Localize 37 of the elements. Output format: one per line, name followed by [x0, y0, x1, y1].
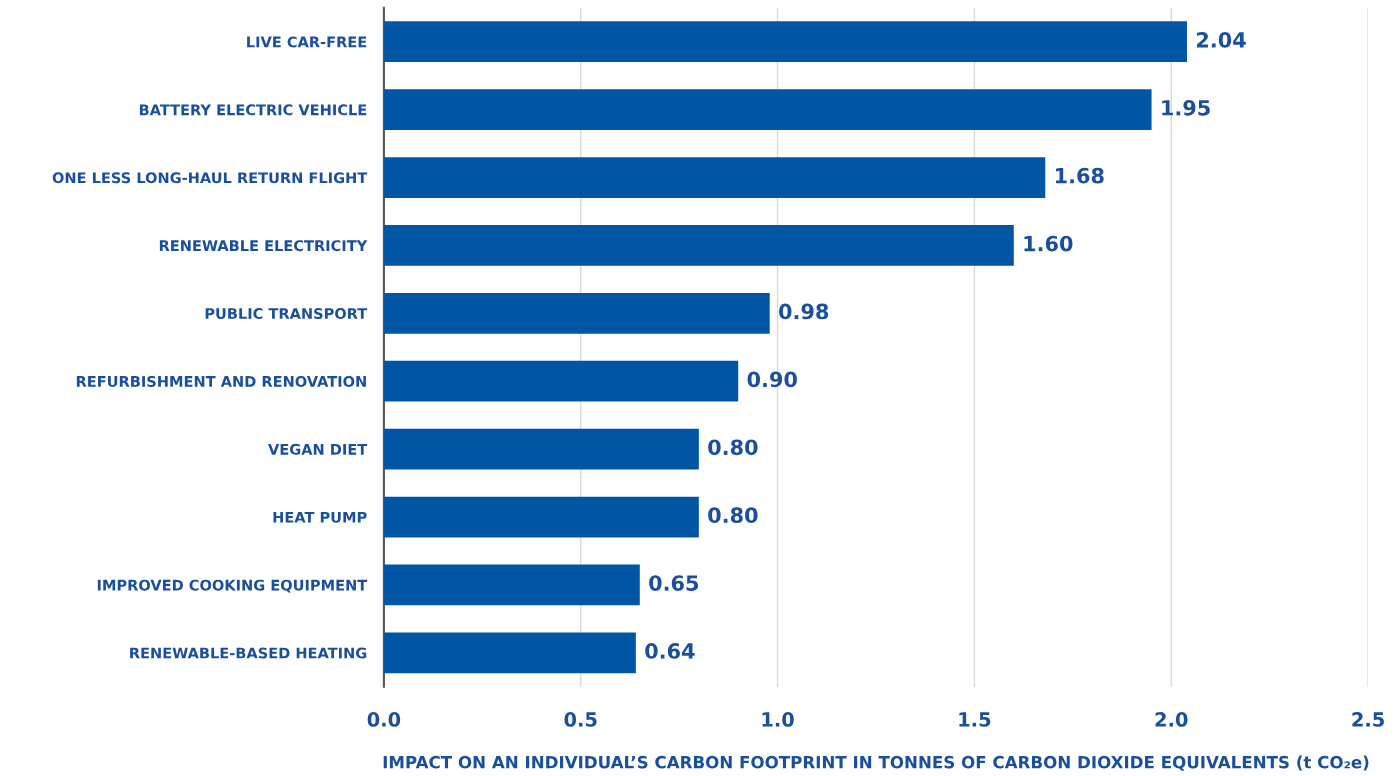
x-tick-label: 1.5: [959, 712, 991, 727]
data-label: 1.95: [1162, 99, 1210, 116]
bar: [383, 360, 739, 402]
y-tick-label: REFURBISHMENT AND RENOVATION: [76, 375, 366, 387]
data-label: 0.65: [649, 575, 699, 591]
data-label: 0.80: [708, 507, 758, 524]
x-tick-label: 1.0: [762, 712, 794, 727]
y-tick-label: ONE LESS LONG-HAUL RETURN FLIGHT: [52, 172, 368, 184]
x-tick-label: 2.5: [1352, 712, 1384, 727]
data-label: 0.80: [708, 439, 758, 456]
x-tick-label: 0.5: [564, 712, 597, 727]
data-label: 0.90: [747, 371, 797, 388]
bar: [383, 89, 1152, 130]
data-label: 2.04: [1196, 32, 1246, 48]
bar: [383, 157, 1046, 198]
data-label: 1.68: [1055, 167, 1104, 184]
y-tick-label: BATTERY ELECTRIC VEHICLE: [139, 104, 367, 116]
data-label: 0.64: [645, 643, 695, 659]
bar: [383, 496, 699, 538]
x-axis-title: IMPACT ON AN INDIVIDUAL’S CARBON FOOTPRINT IN TONNES OF CARBON DIOXIDE EQUIVALENTS (t CO₂e): [383, 755, 1369, 771]
y-tick-label: RENEWABLE-BASED HEATING: [130, 647, 367, 659]
y-tick-label: PUBLIC TRANSPORT: [205, 308, 368, 320]
y-tick-label: HEAT PUMP: [273, 511, 367, 523]
bar: [383, 632, 636, 674]
bar: [383, 564, 640, 606]
data-label: 1.60: [1024, 235, 1073, 252]
data-label: 0.98: [779, 303, 829, 320]
y-tick-label: LIVE CAR-FREE: [247, 36, 367, 48]
bar: [383, 292, 770, 334]
bar: [383, 428, 699, 470]
y-tick-label: RENEWABLE ELECTRICITY: [159, 240, 368, 252]
bar: [383, 21, 1187, 63]
x-tick-label: 2.0: [1155, 712, 1188, 727]
y-tick-label: IMPROVED COOKING EQUIPMENT: [97, 579, 368, 593]
bar: [383, 225, 1014, 266]
x-tick-label: 0.0: [367, 712, 401, 727]
y-tick-label: VEGAN DIET: [268, 443, 368, 455]
